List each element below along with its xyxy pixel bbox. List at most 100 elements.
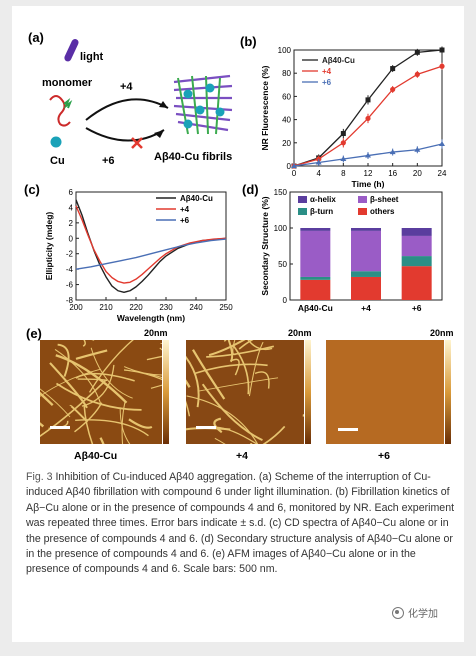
y-tick-label: 4 (69, 203, 74, 212)
legend-label: Aβ40-Cu (180, 194, 213, 203)
x-tick-label: 12 (364, 169, 373, 178)
cu-label: Cu (50, 155, 65, 167)
afm-colorbar-1 (163, 340, 169, 444)
panel-e-label: (e) (26, 326, 42, 341)
bar-segment (401, 228, 432, 236)
y-tick-label: 150 (274, 188, 288, 197)
x-tick-label: 4 (316, 169, 321, 178)
figure-caption: Fig. 3 Inhibition of Cu-induced Aβ40 agg… (26, 470, 456, 578)
legend-swatch (298, 208, 307, 215)
bar-segment (401, 256, 432, 267)
legend-label: +4 (322, 67, 332, 76)
x-tick-label: 210 (99, 303, 113, 312)
arrow-plus6-head-icon (154, 130, 164, 138)
afm-image-label-2: +4 (236, 450, 248, 462)
legend-swatch (298, 196, 307, 203)
plus6-label: +6 (102, 155, 115, 167)
monomer-helix-icon (63, 98, 73, 109)
plus4-label: +4 (120, 81, 133, 93)
y-axis-label: Ellipticity (mdeg) (44, 212, 54, 281)
light-label: light (80, 51, 104, 63)
bar-segment (300, 230, 331, 277)
legend-label: others (370, 207, 395, 216)
data-point (439, 47, 445, 53)
y-tick-label: 50 (278, 260, 287, 269)
y-tick-label: -8 (66, 296, 74, 305)
y-tick-label: -6 (66, 281, 74, 290)
y-tick-label: 40 (282, 116, 291, 125)
blocked-cross-icon (131, 137, 143, 149)
figure-card: (a) light monomer Cu +4 +6 Aβ40-Cu fibri… (12, 6, 464, 642)
y-tick-label: 100 (274, 224, 288, 233)
bar-segment (300, 279, 331, 300)
x-tick-label: 230 (159, 303, 173, 312)
bar-segment (351, 228, 381, 231)
data-point (315, 159, 322, 165)
bar-segment (300, 228, 331, 231)
plot-frame (75, 191, 227, 301)
x-tick-label: 20 (413, 169, 422, 178)
bar-segment (401, 235, 432, 257)
data-point (389, 149, 396, 155)
panel-e: (e) 20nm Aβ40-Cu 20nm +4 (26, 324, 456, 466)
cd-series-line-0 (75, 199, 227, 293)
legend-label: α-helix (310, 195, 336, 204)
y-tick-label: -2 (66, 250, 74, 259)
data-point (365, 152, 371, 158)
fibrils-label: Aβ40-Cu fibrils (154, 151, 232, 163)
data-point (439, 140, 445, 146)
x-tick-label: 0 (292, 169, 297, 178)
panel-a-label: (a) (28, 30, 44, 45)
data-point (340, 156, 347, 162)
data-point (390, 86, 396, 93)
data-point (390, 66, 396, 72)
y-tick-label: 20 (282, 139, 291, 148)
category-label: +4 (361, 303, 371, 313)
monomer-peptide-icon (49, 95, 71, 127)
x-tick-label: 220 (129, 303, 143, 312)
data-point (365, 115, 371, 122)
afm-image-plus6 (326, 340, 444, 444)
panel-b-label: (b) (240, 34, 257, 49)
x-tick-label: 16 (388, 169, 397, 178)
data-point (439, 63, 445, 69)
y-tick-label: 80 (282, 69, 291, 78)
data-point (340, 131, 346, 137)
data-point (340, 140, 346, 146)
legend-label: Aβ40-Cu (322, 56, 355, 65)
light-bar-icon (64, 39, 79, 62)
panel-d-label: (d) (242, 182, 259, 197)
data-point (414, 49, 420, 55)
afm-image-plus4 (186, 340, 304, 444)
bar-segment (351, 230, 381, 272)
legend-label: +6 (180, 216, 190, 225)
y-tick-label: 6 (69, 188, 74, 197)
legend-label: +4 (180, 205, 190, 214)
panel-d-chart: (d) 0 50 100 150 Secondary Structure (%) Aβ40… (242, 182, 443, 313)
data-point (291, 163, 297, 168)
y-axis-label: Secondary Structure (%) (260, 196, 270, 295)
legend-label: +6 (322, 78, 332, 87)
bar-segment (351, 271, 381, 277)
y-tick-label: -4 (66, 265, 74, 274)
y-tick-label: 60 (282, 92, 291, 101)
afm-scale-label-3: 20nm (430, 328, 454, 338)
afm-colorbar-3 (445, 340, 451, 444)
data-point (414, 71, 420, 77)
afm-colorbar-2 (305, 340, 311, 444)
monomer-label: monomer (42, 77, 93, 89)
data-point (414, 146, 421, 152)
bar-segment (351, 276, 381, 300)
cd-series-line-1 (75, 205, 227, 284)
panel-a-scheme: (a) light monomer Cu +4 +6 Aβ40-Cu fibri… (28, 30, 232, 167)
watermark-text: 化学加 (408, 609, 438, 620)
afm-scale-label-1: 20nm (144, 328, 168, 338)
afm-scale-label-2: 20nm (288, 328, 312, 338)
watermark: 化学加 (392, 605, 438, 620)
data-point (365, 97, 371, 103)
legend-swatch (358, 208, 367, 215)
arrow-plus4-head-icon (159, 101, 168, 108)
legend-swatch (358, 196, 367, 203)
panel-c-label: (c) (24, 182, 40, 197)
wechat-icon (392, 606, 404, 619)
